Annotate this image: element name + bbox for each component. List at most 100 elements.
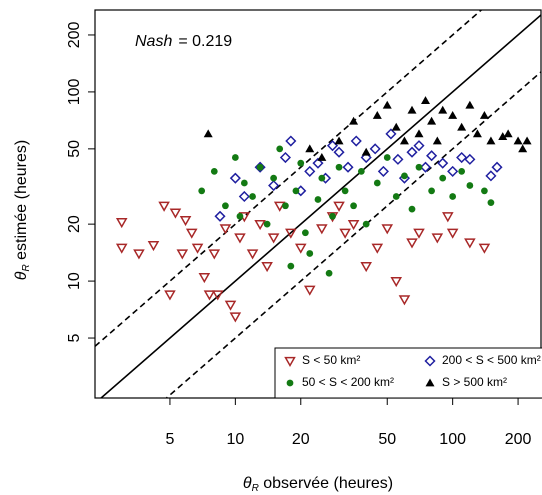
point — [457, 122, 467, 131]
point — [448, 111, 458, 119]
point — [383, 154, 391, 161]
point — [381, 224, 394, 235]
plot-frame — [94, 9, 542, 399]
point — [224, 300, 237, 311]
point — [361, 147, 371, 156]
x-tick-label: 5 — [165, 431, 174, 448]
point — [273, 201, 286, 212]
point — [341, 187, 349, 195]
point — [465, 100, 475, 109]
point — [287, 262, 295, 270]
point — [485, 170, 497, 182]
point — [304, 165, 316, 177]
point — [325, 269, 333, 277]
point — [314, 196, 322, 203]
point — [481, 187, 488, 195]
x-tick-label: 50 — [378, 431, 396, 448]
point — [246, 249, 259, 260]
point — [318, 174, 326, 182]
point — [513, 136, 523, 145]
point — [292, 187, 300, 195]
point — [399, 136, 409, 145]
point — [147, 240, 160, 252]
x-label-subscript: R — [252, 483, 259, 494]
point — [373, 179, 381, 187]
point — [263, 220, 271, 228]
point — [487, 199, 495, 206]
y-label-subscript: R — [21, 264, 32, 271]
point — [491, 161, 503, 173]
point — [437, 157, 449, 169]
point — [179, 216, 192, 227]
point — [261, 261, 273, 273]
point — [350, 135, 362, 147]
point — [297, 159, 305, 167]
point — [486, 136, 496, 145]
point — [427, 116, 437, 125]
point — [267, 233, 280, 244]
point — [428, 187, 435, 195]
point — [214, 210, 226, 222]
point — [349, 116, 359, 125]
point — [449, 193, 457, 200]
y-tick-label: 5 — [66, 333, 83, 342]
point — [282, 202, 289, 210]
point — [329, 212, 336, 220]
point — [342, 161, 354, 173]
point — [372, 111, 382, 119]
reference-line — [99, 14, 541, 398]
legend-marker — [425, 378, 435, 387]
point — [357, 168, 365, 175]
point — [392, 153, 404, 165]
legend-box — [274, 347, 542, 399]
point — [333, 146, 345, 158]
point — [238, 190, 250, 203]
point — [498, 132, 508, 141]
point — [432, 136, 442, 145]
point — [464, 238, 476, 249]
point — [407, 105, 417, 114]
x-label-symbol: θ — [243, 475, 252, 492]
point — [392, 193, 400, 200]
point — [406, 238, 418, 249]
point — [203, 129, 213, 138]
point — [229, 312, 242, 323]
point — [198, 187, 206, 195]
point — [303, 285, 316, 296]
y-tick-label: 20 — [66, 215, 83, 233]
point — [518, 144, 528, 153]
point — [256, 163, 264, 171]
point — [360, 261, 372, 273]
annotation: Nash = 0.219 — [135, 33, 232, 50]
point — [234, 233, 246, 244]
point — [431, 233, 444, 244]
point — [176, 249, 189, 260]
point — [406, 146, 418, 158]
x-tick-label: 200 — [505, 431, 532, 448]
point — [347, 220, 360, 231]
point — [339, 228, 351, 239]
point — [446, 228, 459, 239]
point — [382, 100, 392, 109]
annotation-label: Nash — [135, 33, 172, 50]
point — [208, 249, 221, 260]
point — [458, 168, 466, 175]
point — [350, 202, 357, 210]
x-tick-label: 10 — [226, 431, 244, 448]
point — [447, 165, 459, 177]
point — [316, 224, 328, 235]
point — [398, 295, 411, 306]
point — [115, 217, 128, 229]
x-axis-label: θR observée (heures) — [243, 475, 393, 493]
y-tick-label: 100 — [66, 78, 83, 105]
legend-label: 200 < S < 500 km² — [442, 353, 541, 367]
point — [294, 243, 307, 254]
point — [408, 205, 416, 213]
point — [158, 201, 170, 212]
point — [401, 172, 408, 180]
legend: S < 50 km² 200 < S < 500 km² 50 < S < 200 … — [274, 347, 542, 399]
point — [391, 122, 401, 131]
point — [270, 174, 277, 182]
reference-line — [165, 71, 541, 398]
